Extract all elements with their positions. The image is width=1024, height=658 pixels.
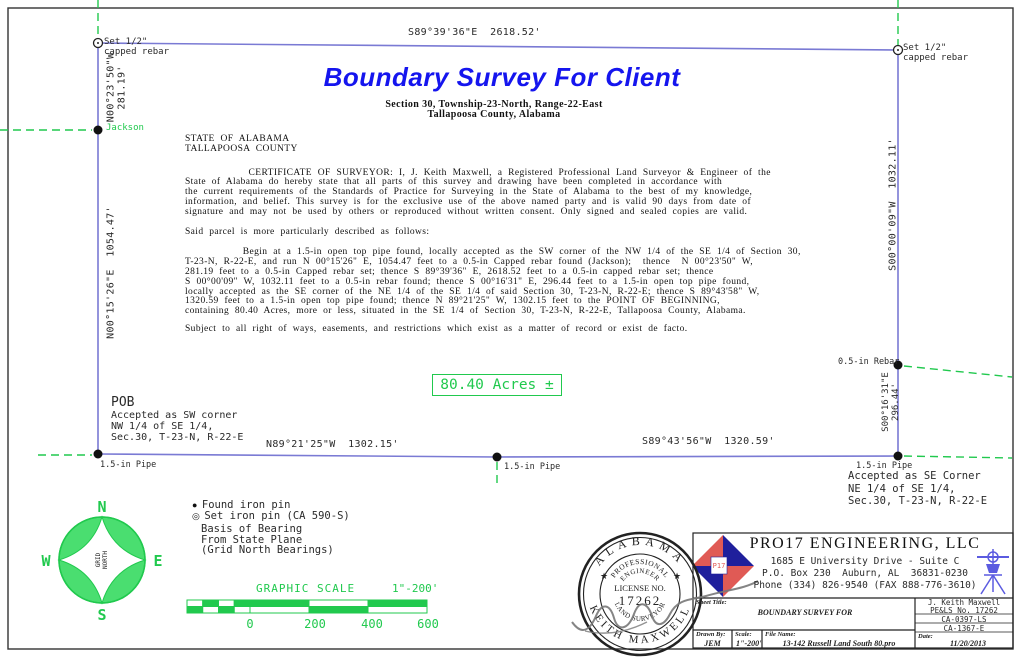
nw-corner-label: Set 1/2" capped rebar	[104, 37, 170, 57]
company-address-1: 1685 E University Drive - Suite C	[770, 556, 960, 567]
scale-tick-400: 400	[361, 617, 383, 631]
legend: ● Found iron pin ◎ Set iron pin (CA 590-…	[192, 499, 350, 522]
compass-center-label: GRID NORTH	[95, 550, 109, 570]
compass-w: W	[41, 552, 51, 570]
seal-license-text: LICENSE NO.	[614, 583, 665, 593]
rebar-label: 0.5-in Rebar	[838, 357, 900, 367]
page-subtitle: Section 30, Township-23-North, Range-22-…	[385, 99, 603, 120]
title-block-frame	[692, 532, 1014, 649]
date-value: 11/20/2013	[950, 639, 987, 648]
surveyor-ca-e: CA-1367-E	[943, 623, 985, 633]
found-pin-pob	[93, 449, 103, 459]
compass-e: E	[153, 552, 163, 570]
seal-signature	[571, 580, 759, 631]
found-pin-icon: ●	[192, 500, 198, 510]
cert-state: STATE OF ALABAMA	[185, 134, 290, 144]
found-pin-mid	[492, 452, 502, 462]
surveyor-license: PE&LS No. 17262	[930, 606, 998, 615]
date-label: Date:	[918, 633, 933, 640]
pob-note: POB Accepted as SW corner NW 1/4 of SE 1…	[111, 395, 244, 443]
compass-rose	[57, 515, 147, 605]
ne-corner-label: Set 1/2" capped rebar	[903, 43, 969, 63]
section-tie-lines	[0, 0, 1013, 484]
company-name: PRO17 ENGINEERING, LLC	[749, 535, 981, 552]
graphic-scale-title: GRAPHIC SCALE	[256, 582, 356, 595]
subject-note: Subject to all right of ways, easements,…	[185, 323, 688, 334]
dim-bottom-right: S89°43'56"W 1320.59'	[642, 436, 775, 447]
said-parcel: Said parcel is more particularly describ…	[185, 226, 430, 237]
scale-label: Scale:	[735, 631, 752, 638]
compass-s: S	[97, 606, 107, 624]
monument-pins	[92, 37, 904, 462]
company-phone: Phone (334) 826-9540 (FAX 888-776-3610)	[753, 580, 977, 591]
pipe-sw-label: 1.5-in Pipe	[100, 460, 157, 470]
compass-n: N	[97, 498, 107, 516]
file-name-label: File Name:	[765, 631, 796, 638]
certificate-block: STATE OF ALABAMA TALLAPOOSA COUNTY CERTI…	[185, 134, 817, 335]
drawn-by-value: JEM	[704, 639, 721, 648]
graphic-scale-ratio: 1"-200'	[392, 582, 439, 595]
graphic-scale-bar	[186, 599, 428, 614]
pipe-se-label: 1.5-in Pipe	[856, 461, 913, 471]
set-pin-icon: ◎	[192, 511, 200, 521]
cert-county: TALLAPOOSA COUNTY	[185, 143, 298, 154]
pipe-mid-label: 1.5-in Pipe	[504, 462, 561, 472]
sheet-border	[7, 7, 1014, 650]
pro17-logo: P17	[692, 535, 754, 597]
dim-north-line: S89°39'36"E 2618.52'	[408, 27, 541, 38]
scale-tick-600: 600	[417, 617, 439, 631]
dim-east-upper: S00°00'09"W 1032.11'	[887, 138, 899, 271]
dim-east-lower: S00°16'31"E 296.44'	[881, 372, 901, 432]
seal-signature-2	[584, 621, 648, 634]
surveyor-ca-ls: CA-0397-LS	[941, 614, 987, 624]
scale-tick-200: 200	[304, 617, 326, 631]
dim-west-upper: N00°23'50"W 281.19'	[105, 52, 128, 123]
page-title: Boundary Survey For Client	[323, 62, 681, 92]
seal-star-right-icon: ★	[673, 571, 681, 581]
found-pin-rebar	[893, 360, 903, 370]
sheet-title-value: BOUNDARY SURVEY FOR	[757, 608, 853, 617]
seal-star-left-icon: ★	[600, 571, 608, 581]
dim-bottom-left: N89°21'25"W 1302.15'	[266, 439, 399, 450]
found-pin-jackson	[93, 125, 103, 135]
scale-tick-0: 0	[246, 617, 254, 631]
acreage-box: 80.40 Acres ±	[432, 374, 562, 396]
transit-icon	[977, 549, 1009, 595]
scale-value: 1"-200'	[736, 639, 762, 648]
seal-number-text: 17262	[619, 593, 662, 608]
basis-of-bearing-note: Basis of Bearing From State Plane (Grid …	[201, 523, 334, 556]
seal-state-text: ALABAMA	[591, 534, 684, 569]
found-pin-se	[893, 451, 903, 461]
drawn-by-label: Drawn By:	[696, 631, 726, 638]
se-corner-note: Accepted as SE Corner NE 1/4 of SE 1/4, …	[848, 470, 988, 507]
company-address-2: P.O. Box 230 Auburn, AL 36831-0230	[762, 568, 968, 579]
acreage-label: 80.40 Acres ±	[440, 377, 554, 393]
dim-west-lower: N00°15'26"E 1054.47'	[105, 206, 117, 339]
logo-text: P17	[713, 562, 726, 570]
file-name-value: 13-142 Russell Land South 80.pro	[782, 639, 896, 648]
jackson-label: Jackson	[106, 123, 144, 133]
svg-text:ALABAMA: ALABAMA	[591, 534, 689, 569]
sheet-title-label: Sheet Title:	[696, 599, 727, 606]
surveyor-name: J. Keith Maxwell	[927, 598, 1001, 607]
